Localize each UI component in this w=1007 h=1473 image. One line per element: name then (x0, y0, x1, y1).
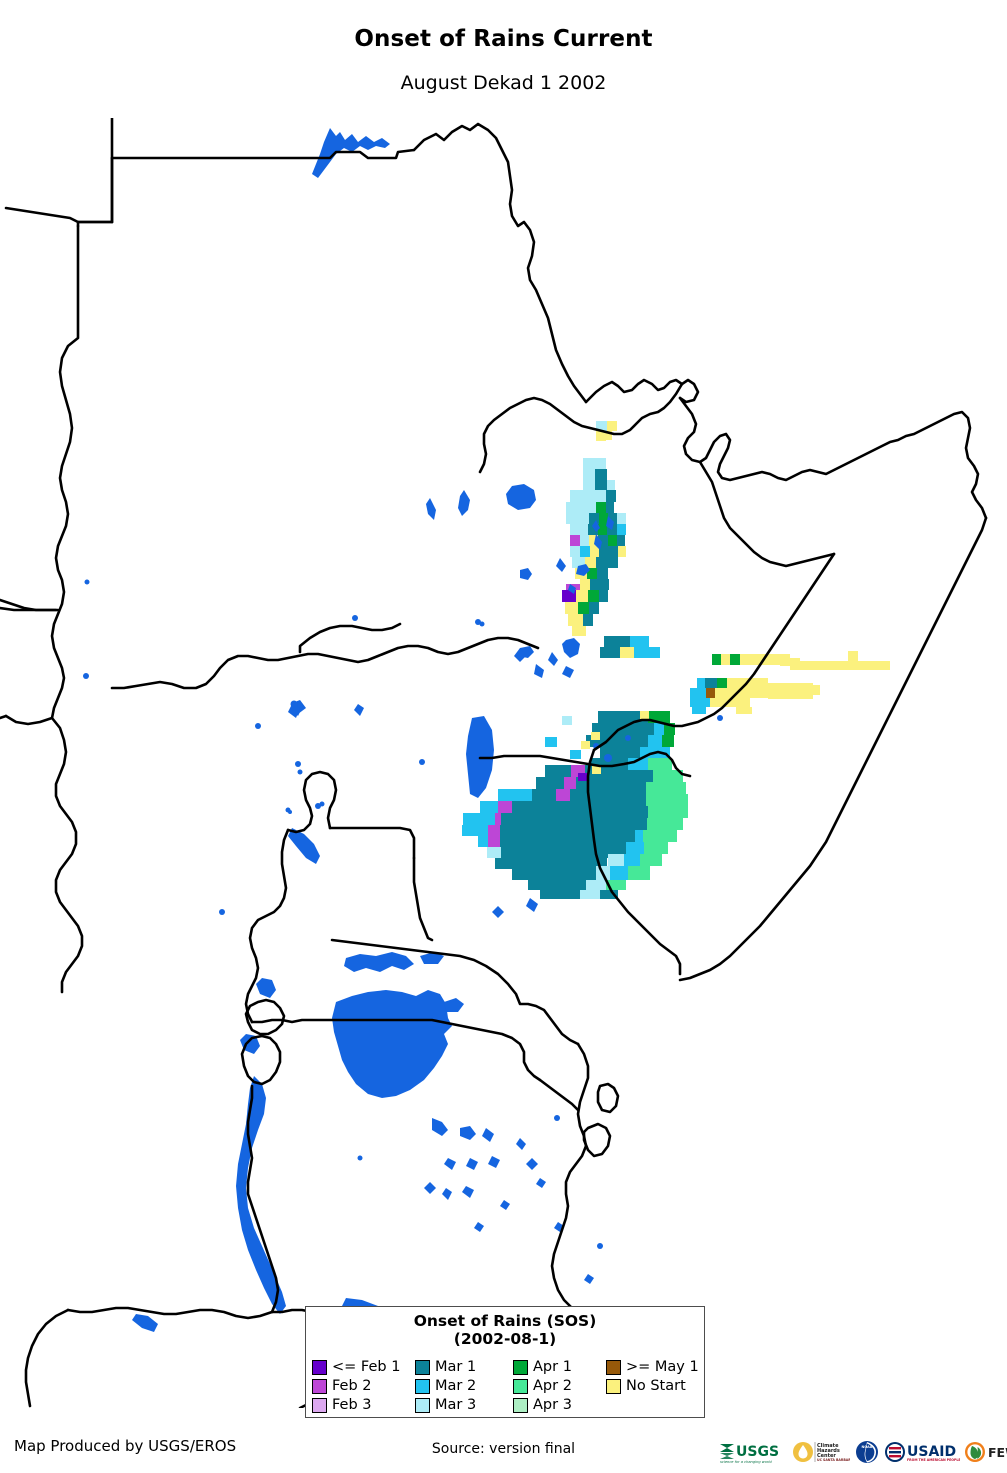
legend-swatch-icon (606, 1360, 621, 1375)
map-background (0, 118, 1007, 1408)
legend-swatch-icon (312, 1360, 327, 1375)
svg-text:NOAA: NOAA (862, 1445, 873, 1449)
legend-entry[interactable]: Feb 2 (312, 1378, 415, 1395)
legend-entry-label: Mar 1 (435, 1359, 477, 1376)
svg-text:science for a changing world: science for a changing world (720, 1460, 772, 1464)
footer-source: Source: version final (431, 1441, 576, 1457)
legend-column-may-nostart: >= May 1 No Start (606, 1359, 700, 1414)
fewsnet-logo: FEWS NET (965, 1442, 1007, 1462)
legend-entry[interactable]: Mar 1 (415, 1359, 513, 1376)
title-block: Onset of Rains Current August Dekad 1 20… (0, 0, 1007, 94)
legend-entry-label: Mar 3 (435, 1397, 477, 1414)
legend-entry[interactable]: Apr 3 (513, 1397, 606, 1414)
legend-entry-label: Apr 2 (533, 1378, 572, 1395)
usaid-logo: USAID FROM THE AMERICAN PEOPLE (885, 1442, 960, 1462)
legend-entry[interactable]: Mar 2 (415, 1378, 513, 1395)
legend-entry[interactable]: Apr 2 (513, 1378, 606, 1395)
page-subtitle: August Dekad 1 2002 (400, 72, 607, 94)
legend-swatch-icon (513, 1398, 528, 1413)
legend-swatch-icon (415, 1379, 430, 1394)
legend-column-apr: Apr 1 Apr 2 Apr 3 (513, 1359, 606, 1414)
legend-title-line1: Onset of Rains (SOS) (413, 1312, 597, 1330)
usgs-logo: USGS science for a changing world (720, 1444, 779, 1464)
partner-logo-strip: USGS science for a changing world Climat… (718, 1437, 1007, 1467)
sos-raster-layer (462, 421, 890, 899)
legend-swatch-icon (513, 1360, 528, 1375)
legend-entry-label: <= Feb 1 (332, 1359, 401, 1376)
legend-entry-label: Apr 3 (533, 1397, 572, 1414)
footer-produced-by: Map Produced by USGS/EROS (14, 1437, 237, 1455)
noaa-logo: NOAA (856, 1441, 878, 1463)
svg-text:FROM THE AMERICAN PEOPLE: FROM THE AMERICAN PEOPLE (907, 1458, 960, 1462)
chc-logo: Climate Hazards Center UC SANTA BARBARA (793, 1442, 850, 1462)
legend-entry-label: Apr 1 (533, 1359, 572, 1376)
water-bodies-layer (83, 128, 723, 1408)
raster-north-highlands (562, 421, 626, 636)
svg-text:USGS: USGS (736, 1444, 779, 1460)
legend-entry[interactable]: Apr 1 (513, 1359, 606, 1376)
legend-title-line2: (2002-08-1) (453, 1329, 557, 1348)
legend-swatch-icon (606, 1379, 621, 1394)
legend-swatch-icon (415, 1398, 430, 1413)
page-title: Onset of Rains Current (354, 26, 653, 52)
legend-entry[interactable]: >= May 1 (606, 1359, 700, 1376)
raster-speckles (545, 716, 601, 781)
legend-entry-label: Mar 2 (435, 1378, 477, 1395)
legend-column-mar: Mar 1 Mar 2 Mar 3 (415, 1359, 513, 1414)
svg-text:FEWS NET: FEWS NET (988, 1445, 1007, 1460)
svg-text:USAID: USAID (907, 1444, 956, 1460)
legend-entry-label: Feb 3 (332, 1397, 372, 1414)
svg-text:UC SANTA BARBARA: UC SANTA BARBARA (817, 1458, 850, 1462)
legend-swatch-icon (312, 1398, 327, 1413)
legend-entry[interactable]: Feb 3 (312, 1397, 415, 1414)
map-legend: Onset of Rains (SOS) (2002-08-1) <= Feb … (305, 1306, 705, 1418)
legend-entry[interactable]: Mar 3 (415, 1397, 513, 1414)
legend-column-feb: <= Feb 1 Feb 2 Feb 3 (312, 1359, 415, 1414)
legend-swatch-icon (415, 1360, 430, 1375)
raster-central-core (462, 711, 688, 899)
legend-entry-label: >= May 1 (626, 1359, 699, 1376)
map-canvas[interactable] (0, 118, 1007, 1408)
legend-entry[interactable]: No Start (606, 1378, 700, 1395)
svg-text:Climate: Climate (817, 1443, 839, 1449)
legend-entry[interactable]: <= Feb 1 (312, 1359, 415, 1376)
svg-text:Center: Center (817, 1453, 836, 1459)
legend-entry-label: No Start (626, 1378, 686, 1395)
legend-swatch-icon (513, 1379, 528, 1394)
svg-text:Hazards: Hazards (817, 1448, 840, 1454)
legend-swatch-icon (312, 1379, 327, 1394)
raster-abay-band (600, 636, 660, 658)
legend-entry-label: Feb 2 (332, 1378, 372, 1395)
legend-entries: <= Feb 1 Feb 2 Feb 3 Mar 1 Ma (312, 1359, 700, 1414)
